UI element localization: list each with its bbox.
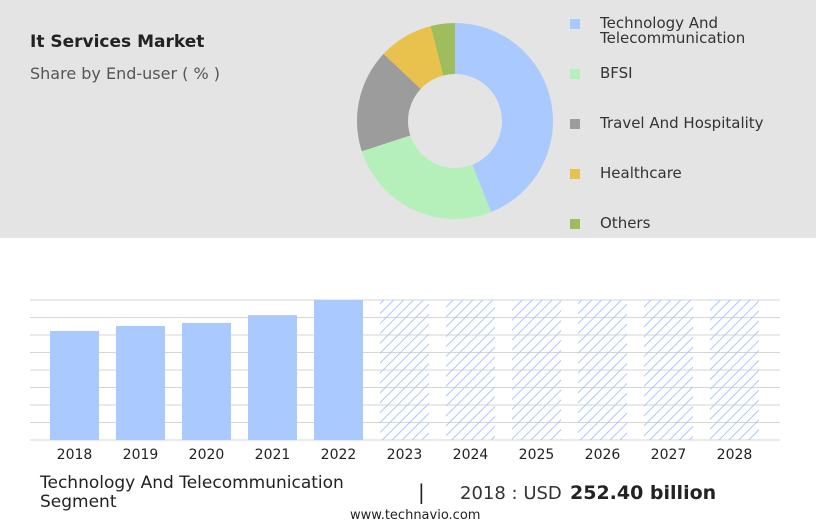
donut-segment [357,53,421,152]
legend-label: BFSI [600,64,633,82]
legend-swatch [570,119,580,129]
site-url: www.technavio.com [350,508,481,523]
bar [116,325,165,440]
separator: | [418,480,425,504]
chart-title: It Services Market [30,32,205,52]
legend-label: Technology And Telecommunication [600,14,746,47]
forecast-placeholder [446,300,495,440]
value-label: 252.40 billion [570,482,717,504]
legend-swatch [570,19,580,29]
donut-segment [361,135,492,220]
donut-segment [455,23,554,213]
x-tick-label: 2025 [519,447,555,463]
x-tick-label: 2028 [717,447,753,463]
bar [314,300,363,440]
forecast-placeholder [644,300,693,440]
forecast-placeholder [380,300,429,440]
bar [50,330,99,440]
x-tick-label: 2022 [321,447,357,463]
legend-swatch [570,219,580,229]
legend-label: Healthcare [600,164,682,182]
forecast-placeholder [710,300,759,440]
legend-swatch [570,169,580,179]
forecast-placeholder [578,300,627,440]
donut-segment [383,26,444,89]
x-tick-label: 2024 [453,447,489,463]
x-tick-label: 2023 [387,447,423,463]
x-tick-label: 2026 [585,447,621,463]
year-label: 2018 : USD [460,483,562,504]
forecast-placeholder [512,300,561,440]
bar [248,315,297,440]
x-tick-label: 2019 [123,447,159,463]
x-tick-label: 2018 [57,447,93,463]
x-tick-label: 2027 [651,447,687,463]
legend-swatch [570,69,580,79]
bar [182,322,231,440]
x-tick-label: 2021 [255,447,291,463]
chart-subtitle: Share by End-user ( % ) [30,64,220,83]
legend-label: Travel And Hospitality [600,114,764,132]
legend-label: Others [600,214,651,232]
x-tick-label: 2020 [189,447,225,463]
segment-label: Technology And Telecommunication Segment [40,473,344,512]
donut-segment [430,23,455,76]
